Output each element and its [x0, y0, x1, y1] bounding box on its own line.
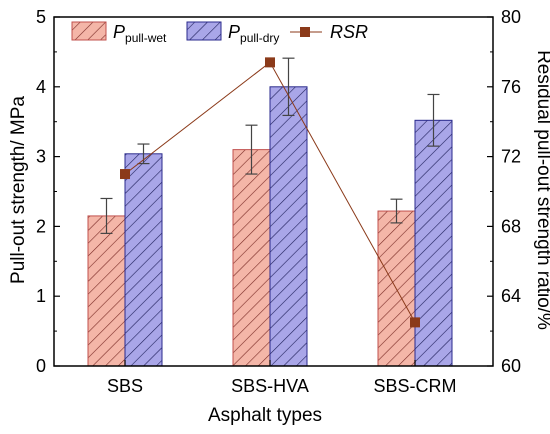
left-axis-ticks: 0 1 2 3 4 5: [36, 7, 60, 376]
left-tick-label: 5: [36, 7, 46, 27]
rsr-point-sbs: [120, 169, 130, 180]
bar-wet-sbs-hva: [232, 149, 271, 367]
left-tick-label: 3: [36, 147, 46, 167]
x-tick-label: SBS-HVA: [231, 376, 309, 396]
x-axis-ticks: SBS SBS-HVA SBS-CRM: [107, 360, 457, 396]
right-tick-label: 68: [501, 216, 521, 236]
y-axis-title: Pull-out strength/ MPa: [8, 96, 29, 284]
legend-label-dry: Ppull-dry: [228, 22, 279, 45]
x-tick-label: SBS-CRM: [373, 376, 456, 396]
left-tick-label: 1: [36, 286, 46, 306]
left-tick-label: 2: [36, 216, 46, 236]
rsr-line-layer: [120, 57, 420, 328]
x-axis-title: Asphalt types: [208, 405, 322, 426]
legend-marker-rsr: [300, 27, 310, 37]
rsr-point-sbs-crm: [410, 317, 420, 328]
legend-label-rsr: RSR: [330, 22, 368, 42]
bar-dry-sbs: [124, 153, 163, 367]
x-tick-label: SBS: [107, 376, 143, 396]
legend: Ppull-wet Ppull-dry RSR: [71, 21, 368, 45]
left-tick-label: 0: [36, 356, 46, 376]
bar-dry-sbs-hva: [269, 86, 308, 367]
bar-dry-sbs-crm: [414, 119, 453, 367]
bar-wet-sbs: [87, 215, 126, 367]
y2-axis-title: Residual pull-out strength ratio/%: [533, 50, 550, 330]
right-tick-label: 64: [501, 286, 521, 306]
rsr-point-sbs-hva: [265, 57, 275, 68]
right-tick-label: 80: [501, 7, 521, 27]
left-tick-label: 4: [36, 77, 46, 97]
legend-swatch-dry: [186, 21, 222, 41]
right-tick-label: 60: [501, 356, 521, 376]
right-tick-label: 72: [501, 147, 521, 167]
error-bars-layer: [100, 57, 440, 234]
bars-layer: [87, 86, 453, 367]
legend-label-wet: Ppull-wet: [113, 22, 167, 45]
legend-swatch-wet: [71, 21, 107, 41]
right-axis-ticks: 60 64 68 72 76 80: [487, 7, 521, 376]
right-tick-label: 76: [501, 77, 521, 97]
